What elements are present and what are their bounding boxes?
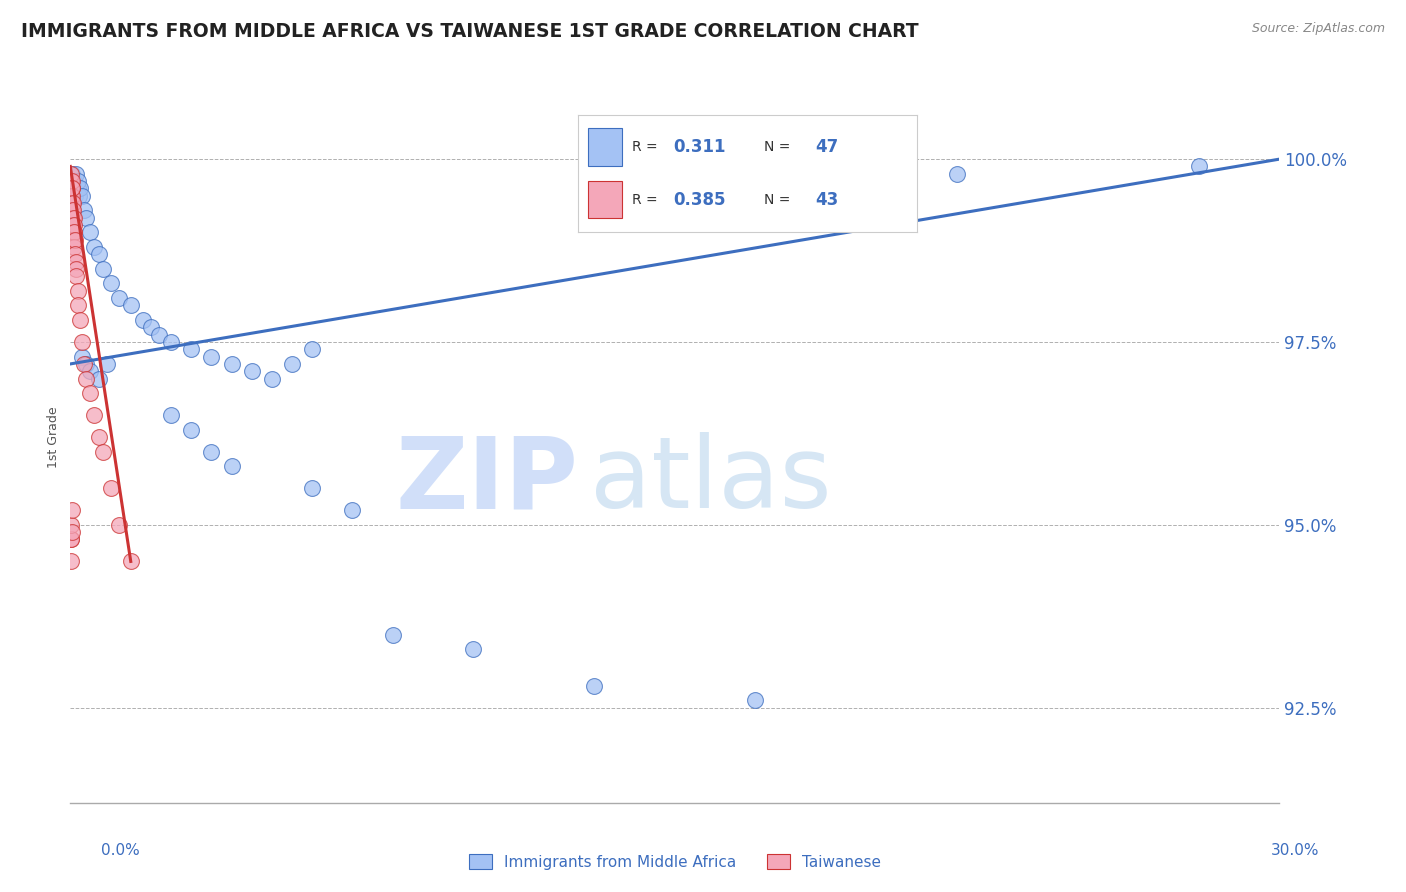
Point (583, 679, 606, 693)
Point (60, 181, 83, 195)
Point (463, 642, 485, 657)
Point (79, 225, 101, 239)
Point (120, 298, 142, 312)
Point (62, 211, 84, 225)
Point (63, 225, 86, 239)
Point (63, 218, 86, 232)
Point (60, 188, 83, 202)
Point (63, 181, 86, 195)
Point (67, 298, 90, 312)
Point (69, 181, 91, 195)
Point (180, 423, 202, 437)
Text: atlas: atlas (591, 433, 832, 530)
Point (100, 277, 122, 291)
Point (87, 371, 110, 385)
Point (63, 233, 86, 247)
Point (107, 517, 129, 532)
Point (62, 211, 84, 225)
Point (60, 167, 83, 181)
Point (148, 327, 170, 342)
Point (160, 408, 183, 422)
Point (67, 188, 90, 202)
Point (120, 554, 142, 568)
Point (63, 240, 86, 254)
Point (62, 174, 84, 188)
Point (1188, 160, 1211, 174)
Point (79, 386, 101, 401)
Point (744, 693, 766, 707)
Point (60, 181, 83, 195)
Point (83, 408, 105, 422)
Point (221, 357, 243, 371)
Point (60, 517, 83, 532)
Point (66, 181, 89, 195)
Point (160, 334, 183, 349)
Point (62, 203, 84, 218)
Point (100, 481, 122, 495)
Point (66, 284, 89, 298)
Point (79, 364, 101, 378)
Point (65, 261, 87, 276)
Point (132, 313, 155, 327)
Point (59, 174, 82, 188)
Point (75, 357, 97, 371)
Point (96, 357, 118, 371)
Point (60, 533, 83, 547)
Point (72, 334, 94, 349)
Point (83, 240, 105, 254)
Point (75, 371, 97, 385)
Point (65, 254, 87, 268)
Point (281, 357, 304, 371)
Point (60, 203, 83, 218)
Text: 0.0%: 0.0% (101, 843, 141, 858)
Point (65, 167, 87, 181)
Point (63, 247, 86, 261)
Point (200, 444, 222, 458)
Point (63, 188, 86, 202)
Point (72, 188, 94, 202)
Point (87, 430, 110, 444)
Text: IMMIGRANTS FROM MIDDLE AFRICA VS TAIWANESE 1ST GRADE CORRELATION CHART: IMMIGRANTS FROM MIDDLE AFRICA VS TAIWANE… (21, 22, 918, 41)
Y-axis label: 1st Grade: 1st Grade (46, 406, 60, 468)
Point (62, 225, 84, 239)
Point (59, 533, 82, 547)
Point (60, 196, 83, 211)
Point (200, 350, 222, 364)
Point (62, 218, 84, 232)
Point (91, 444, 114, 458)
Text: ZIP: ZIP (395, 433, 578, 530)
Point (73, 203, 96, 218)
Point (91, 261, 114, 276)
Text: Source: ZipAtlas.com: Source: ZipAtlas.com (1251, 22, 1385, 36)
Point (67, 174, 90, 188)
Point (180, 343, 202, 357)
Point (72, 350, 94, 364)
Point (60, 174, 83, 188)
Point (60, 188, 83, 202)
Point (301, 481, 323, 495)
Text: 30.0%: 30.0% (1271, 843, 1319, 858)
Point (59, 554, 82, 568)
Point (60, 167, 83, 181)
Point (107, 291, 129, 305)
Point (240, 364, 263, 378)
Point (342, 503, 364, 517)
Point (62, 196, 84, 211)
Point (87, 247, 110, 261)
Point (60, 525, 83, 540)
Point (221, 459, 243, 474)
Point (139, 320, 162, 334)
Point (69, 313, 91, 327)
Point (63, 233, 86, 247)
Point (260, 371, 283, 385)
Point (75, 211, 97, 225)
Point (60, 503, 83, 517)
Point (65, 269, 87, 284)
Point (946, 167, 969, 181)
Point (301, 343, 323, 357)
Point (381, 627, 404, 641)
Point (73, 357, 96, 371)
Legend: Immigrants from Middle Africa, Taiwanese: Immigrants from Middle Africa, Taiwanese (463, 847, 887, 876)
